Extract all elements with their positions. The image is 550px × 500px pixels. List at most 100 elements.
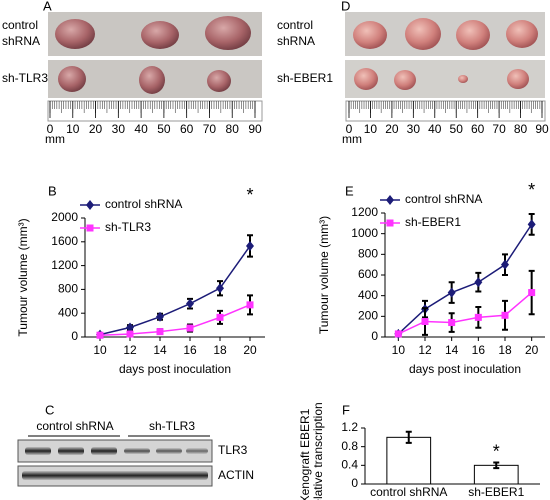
annotation: * [246,185,253,205]
marker [246,301,254,309]
ruler-label: 70 [492,122,506,136]
tumour [141,21,179,49]
blot-band [25,447,51,455]
ruler-label: 0 [346,122,353,136]
row-label: sh-TLR3 [2,71,48,85]
marker [156,328,164,336]
group-label: control shRNA [36,419,113,433]
panel-letter: B [48,183,57,198]
y-tick-label: 0 [71,329,78,343]
legend-label: sh-EBER1 [405,215,461,229]
y-tick-label: 2000 [51,210,78,224]
y-tick-label: 0 [371,329,378,343]
blot-band [22,471,208,480]
band-label: ACTIN [218,468,254,482]
band-label: TLR3 [218,443,248,457]
marker [474,313,482,321]
marker [448,319,456,327]
marker [447,287,456,298]
marker [527,219,536,230]
x-tick-label: 14 [445,343,459,357]
y-tick-label: 400 [58,305,78,319]
ruler-label: 30 [407,122,421,136]
legend-label: sh-TLR3 [105,220,151,234]
marker [394,330,402,338]
ruler-label: 20 [89,122,103,136]
annotation: * [528,180,535,200]
error-bar [405,430,412,444]
y-axis-label: relative transcription [311,402,325,500]
tumour [506,20,538,48]
tumour [458,75,468,83]
marker [528,289,536,297]
legend-marker [386,195,394,205]
marker [246,240,254,251]
marker [501,311,509,319]
tumour [394,70,416,90]
x-tick-label: 20 [525,343,539,357]
tumour [405,18,441,50]
y-tick-label: 800 [58,282,78,296]
ruler-unit: mm [342,132,362,146]
x-tick-label: 12 [418,343,432,357]
tumour [205,16,251,50]
tumour [507,69,529,89]
marker [126,322,134,333]
x-axis-label: days post inoculation [409,362,521,376]
marker [216,283,224,294]
ruler-unit: mm [45,132,65,146]
y-tick-label: 0.4 [341,458,358,472]
y-tick-label: 1200 [351,205,378,219]
ruler-label: 50 [450,122,464,136]
ruler-label: 70 [203,122,217,136]
x-tick-label: 20 [243,343,257,357]
marker [156,311,164,322]
x-tick-label: 16 [183,343,197,357]
ruler-label: 40 [134,122,148,136]
tumour [456,20,490,50]
ruler-label: 90 [248,122,262,136]
series-line [397,223,533,335]
y-tick-label: 800 [358,247,378,261]
blot-band [186,448,208,454]
row-label: shRNA [277,34,315,48]
annotation: * [493,441,500,461]
marker [474,277,483,288]
ruler-label: 60 [180,122,194,136]
legend-marker [86,224,94,232]
x-tick-label: 16 [472,343,486,357]
marker [186,324,194,332]
y-tick-label: 1600 [51,234,78,248]
y-tick-label: 1000 [351,226,378,240]
x-axis-label: days post inoculation [119,362,231,376]
x-tick-label: control shRNA [370,485,447,499]
row-label: control [277,18,313,32]
ruler-label: 90 [535,122,549,136]
ruler-label: 10 [364,122,378,136]
ruler-label: 60 [471,122,485,136]
y-tick-label: 200 [358,309,378,323]
x-tick-label: sh-EBER1 [468,485,524,499]
ruler-label: 0 [47,122,54,136]
tumour [353,21,387,49]
panel-letter: A [43,0,52,13]
y-tick-label: 0.8 [341,439,358,453]
x-tick-label: 18 [498,343,512,357]
tumour [58,66,86,92]
tumour [354,68,378,90]
y-tick-label: 1200 [51,258,78,272]
group-label: sh-TLR3 [149,419,195,433]
blot-band [156,448,182,454]
marker [186,298,194,309]
x-tick-label: 14 [153,343,167,357]
legend-marker [386,219,394,227]
marker [216,313,224,321]
y-tick-label: 1.2 [341,420,358,434]
ruler-label: 40 [428,122,442,136]
tumour [55,19,95,49]
x-tick-label: 10 [392,343,406,357]
y-tick-label: 600 [358,267,378,281]
ruler-label: 50 [157,122,171,136]
